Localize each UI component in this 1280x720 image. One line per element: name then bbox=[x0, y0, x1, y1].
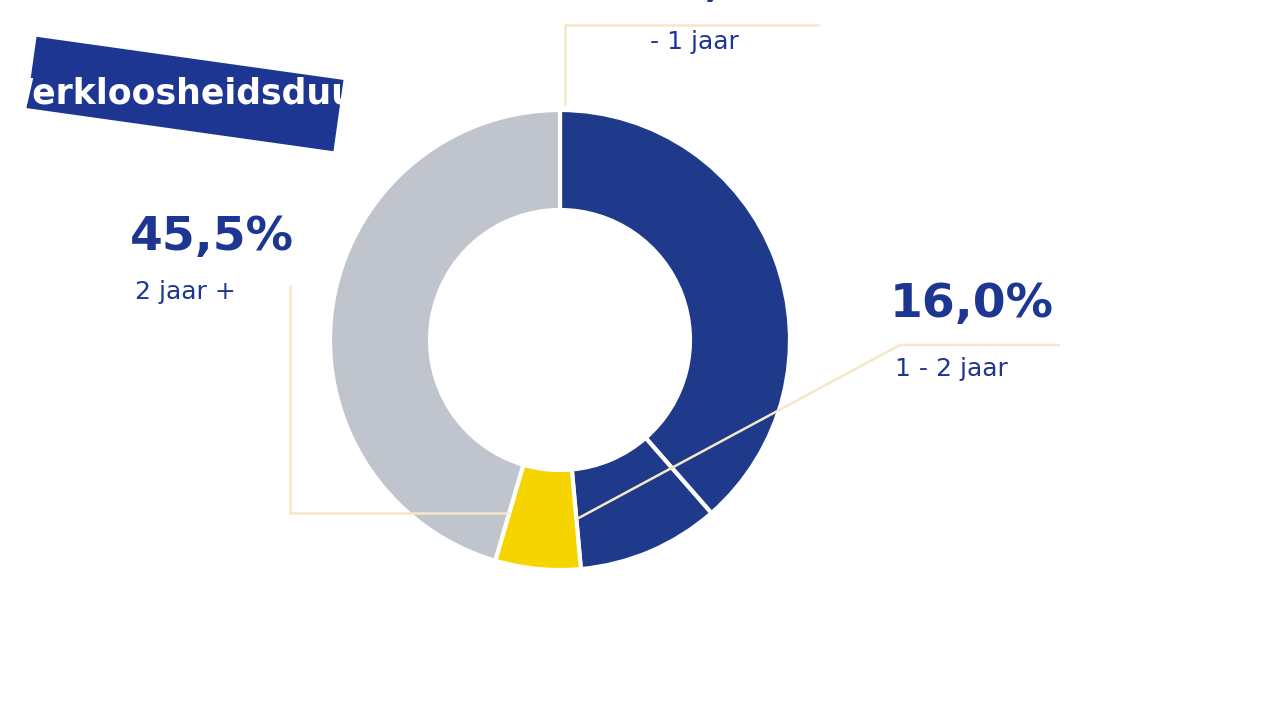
Wedge shape bbox=[330, 110, 561, 561]
Text: 2 jaar +: 2 jaar + bbox=[134, 280, 236, 304]
Text: 45,5%: 45,5% bbox=[131, 215, 294, 260]
Text: 38,6%: 38,6% bbox=[640, 0, 804, 5]
Wedge shape bbox=[572, 438, 712, 569]
Text: 16,0%: 16,0% bbox=[890, 282, 1053, 327]
Wedge shape bbox=[495, 464, 581, 570]
Text: 1 - 2 jaar: 1 - 2 jaar bbox=[895, 357, 1007, 381]
Wedge shape bbox=[561, 110, 790, 513]
Text: Werkloosheidsduur: Werkloosheidsduur bbox=[0, 77, 374, 111]
FancyBboxPatch shape bbox=[27, 37, 343, 151]
Text: - 1 jaar: - 1 jaar bbox=[650, 30, 739, 54]
